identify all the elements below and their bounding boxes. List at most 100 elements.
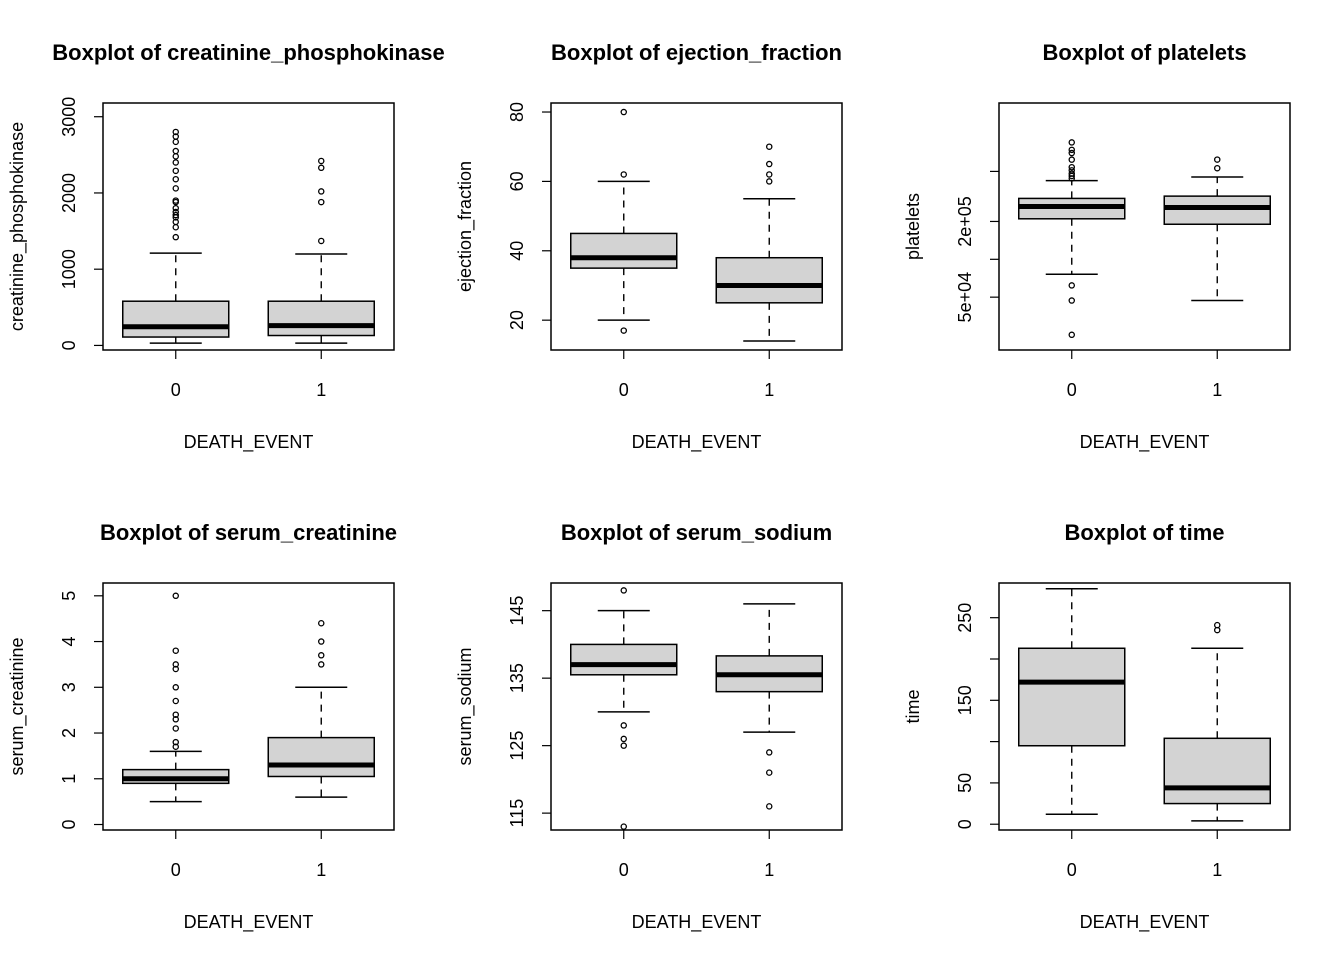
outlier-point [620,171,628,178]
x-tick-label: 0 [619,860,629,880]
outlier-point [1068,139,1076,146]
box-1 [1163,156,1271,302]
outlier-point [317,652,325,659]
y-axis: 20 40 60 80 [507,102,551,330]
outlier-point [1068,282,1076,289]
y-tick-label: 3000 [59,97,79,137]
outlier-point [172,711,179,718]
outlier-point [1214,164,1221,172]
box-1 [715,603,823,810]
outlier-point [172,167,179,175]
plot-frame [998,102,1291,351]
outlier-point [1068,170,1076,177]
outlier-point [172,138,179,146]
plot-frame [550,582,843,831]
box-1 [267,157,375,344]
outlier-point [1068,156,1076,163]
outlier-point [620,587,628,594]
plot-frame [550,102,843,351]
y-tick-label: 2e+05 [955,196,975,247]
outlier-point [620,327,628,334]
y-axis: 5e+04 2e+05 [955,170,999,322]
iqr-box [1163,737,1271,805]
y-tick-label: 1 [59,774,79,784]
outlier-point [172,684,179,691]
outlier-point [172,233,179,241]
panel-3: Boxplot of platelets 5e+04 2e+05 platelets 0… [903,40,1291,453]
y-tick-label: 20 [507,310,527,330]
outlier-point [317,620,325,627]
outlier-point [1068,149,1076,157]
x-tick-label: 0 [171,860,181,880]
outlier-point [1068,297,1076,304]
outlier-point [620,108,628,116]
outlier-point [766,178,773,185]
x-tick-label: 1 [764,380,774,400]
x-tick-label: 1 [316,860,326,880]
y-tick-label: 50 [955,773,975,793]
outlier-point [1068,167,1076,174]
box-0 [122,592,230,803]
x-tick-label: 1 [764,860,774,880]
outlier-point [317,638,325,645]
outlier-point [766,769,773,776]
y-tick-label: 0 [955,819,975,829]
outlier-point [1214,156,1221,163]
chart-title: Boxplot of platelets [1042,40,1246,65]
y-tick-label: 0 [59,340,79,350]
iqr-box [1018,647,1126,747]
y-tick-label: 2 [59,728,79,738]
box-1 [267,620,375,798]
box-0 [1018,139,1126,339]
outlier-point [1068,331,1076,339]
outlier-point [172,592,179,600]
y-tick-label: 3 [59,682,79,692]
box-0 [570,587,678,830]
box-0 [1018,588,1126,816]
y-tick-label: 60 [507,171,527,191]
y-tick-label: 135 [507,663,527,693]
y-axis: 115 125 135 145 [507,596,551,827]
y-axis-label: serum_sodium [455,647,476,765]
x-axis-label: DEATH_EVENT [1080,432,1210,453]
outlier-point [172,725,179,732]
y-tick-label: 0 [59,820,79,830]
x-tick-label: 0 [1067,860,1077,880]
chart-title: Boxplot of ejection_fraction [551,40,842,65]
outlier-point [317,164,325,172]
y-axis: 0 1 2 3 4 5 [59,591,103,830]
outlier-point [317,198,325,206]
outlier-point [172,159,179,166]
outlier-point [172,224,179,231]
outlier-point [620,722,628,729]
outlier-point [1214,621,1221,629]
box-0 [570,108,678,334]
iqr-box [1163,195,1271,226]
outlier-point [766,171,773,178]
y-tick-label: 145 [507,596,527,626]
x-tick-label: 1 [316,380,326,400]
y-tick-label: 2000 [59,173,79,213]
box-1 [1163,621,1271,822]
iqr-box [570,643,678,676]
panel-1: Boxplot of creatinine_phosphokinase01000… [7,40,445,453]
outlier-point [172,647,179,654]
outlier-point [766,160,773,168]
y-tick-label: 5 [59,591,79,601]
y-axis-label: ejection_fraction [455,161,476,292]
x-axis-label: DEATH_EVENT [632,912,762,933]
outlier-point [172,697,179,705]
x-axis-label: DEATH_EVENT [1080,912,1210,933]
outlier-point [172,175,179,183]
outlier-point [1068,146,1076,154]
outlier-point [172,128,179,136]
iqr-box [267,736,375,778]
iqr-box [715,256,823,304]
y-tick-label: 1000 [59,249,79,289]
